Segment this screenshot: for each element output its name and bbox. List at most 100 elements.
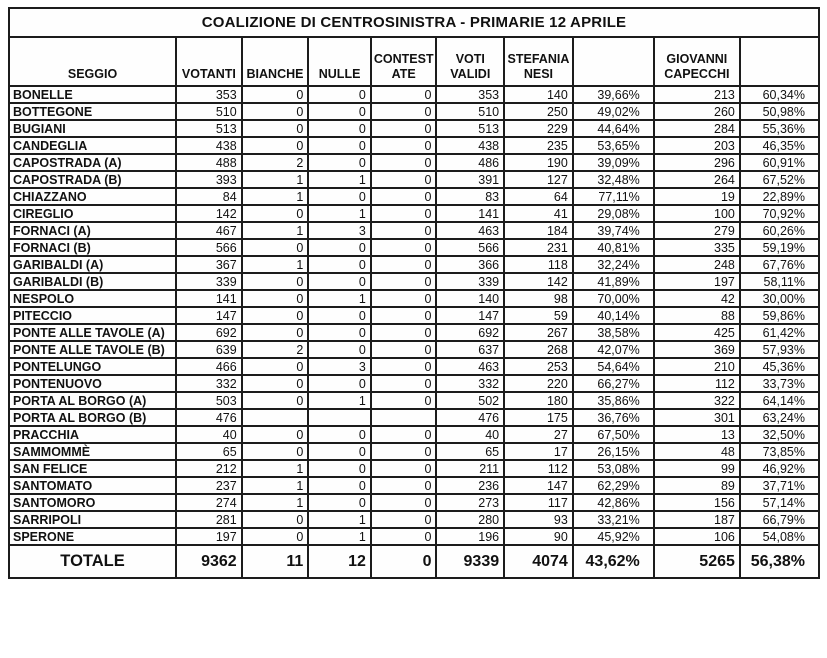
- cell-voti-validi: 353: [435, 85, 506, 104]
- cell-contestate: 0: [369, 221, 438, 240]
- table-title: COALIZIONE DI CENTROSINISTRA - PRIMARIE …: [8, 7, 820, 38]
- cell-nulle: 0: [307, 306, 372, 325]
- total-nesi: 4074: [503, 544, 574, 579]
- cell-contestate: 0: [369, 340, 438, 359]
- cell-votanti: 237: [175, 476, 243, 495]
- cell-capecchi-pct: 30,00%: [738, 289, 821, 308]
- cell-voti-validi: 637: [435, 340, 506, 359]
- cell-seggio: SANTOMATO: [7, 476, 178, 495]
- cell-capecchi-pct: 55,36%: [738, 119, 821, 138]
- cell-bianche: 1: [240, 459, 310, 478]
- table-row: SPERONE 197 0 1 0 196 90 45,92% 106 54,0…: [7, 527, 821, 546]
- cell-capecchi: 335: [652, 238, 741, 257]
- cell-contestate: 0: [369, 323, 438, 342]
- scanned-document-page: COALIZIONE DI CENTROSINISTRA - PRIMARIE …: [7, 7, 821, 579]
- cell-nesi-pct: 40,14%: [571, 306, 655, 325]
- cell-seggio: GARIBALDI (A): [7, 255, 178, 274]
- cell-votanti: 353: [175, 85, 243, 104]
- cell-nesi-pct: 45,92%: [571, 527, 655, 546]
- cell-bianche: 0: [240, 119, 310, 138]
- cell-bianche: 0: [240, 391, 310, 410]
- cell-capecchi: 156: [652, 493, 741, 512]
- cell-votanti: 393: [175, 170, 243, 189]
- cell-capecchi-pct: 64,14%: [738, 391, 821, 410]
- cell-capecchi-pct: 73,85%: [738, 442, 821, 461]
- cell-capecchi: 197: [652, 272, 741, 291]
- cell-seggio: PONTENUOVO: [7, 374, 178, 393]
- table-row: PRACCHIA 40 0 0 0 40 27 67,50% 13 32,50%: [7, 425, 821, 444]
- cell-nesi-pct: 39,09%: [571, 153, 655, 172]
- cell-votanti: 367: [175, 255, 243, 274]
- cell-capecchi: 99: [652, 459, 741, 478]
- cell-seggio: PORTA AL BORGO (A): [7, 391, 178, 410]
- cell-bianche: 0: [240, 442, 310, 461]
- cell-bianche: 2: [240, 153, 310, 172]
- cell-contestate: 0: [369, 391, 438, 410]
- cell-nesi: 127: [503, 170, 574, 189]
- cell-capecchi: 301: [652, 408, 741, 427]
- cell-bianche: 0: [240, 204, 310, 223]
- cell-seggio: BOTTEGONE: [7, 102, 178, 121]
- cell-nesi-pct: 53,65%: [571, 136, 655, 155]
- cell-capecchi-pct: 46,35%: [738, 136, 821, 155]
- header-contestate: CONTEST ATE: [369, 36, 438, 87]
- cell-nesi-pct: 66,27%: [571, 374, 655, 393]
- cell-voti-validi: 236: [435, 476, 506, 495]
- cell-bianche: 1: [240, 476, 310, 495]
- cell-contestate: 0: [369, 306, 438, 325]
- cell-nulle: 1: [307, 510, 372, 529]
- cell-nulle: 0: [307, 255, 372, 274]
- cell-capecchi-pct: 54,08%: [738, 527, 821, 546]
- cell-bianche: 0: [240, 425, 310, 444]
- cell-capecchi: 264: [652, 170, 741, 189]
- cell-capecchi-pct: 63,24%: [738, 408, 821, 427]
- cell-bianche: 0: [240, 289, 310, 308]
- cell-nulle: 0: [307, 119, 372, 138]
- cell-voti-validi: 332: [435, 374, 506, 393]
- cell-contestate: 0: [369, 510, 438, 529]
- cell-nesi: 180: [503, 391, 574, 410]
- cell-contestate: 0: [369, 187, 438, 206]
- cell-nesi: 93: [503, 510, 574, 529]
- cell-capecchi-pct: 60,26%: [738, 221, 821, 240]
- cell-contestate: 0: [369, 476, 438, 495]
- cell-votanti: 503: [175, 391, 243, 410]
- total-voti-validi: 9339: [435, 544, 506, 579]
- cell-nesi: 147: [503, 476, 574, 495]
- cell-seggio: GARIBALDI (B): [7, 272, 178, 291]
- table-row: FORNACI (A) 467 1 3 0 463 184 39,74% 279…: [7, 221, 821, 240]
- header-nesi-pct: [571, 36, 655, 87]
- cell-voti-validi: 140: [435, 289, 506, 308]
- cell-capecchi-pct: 59,19%: [738, 238, 821, 257]
- cell-votanti: 147: [175, 306, 243, 325]
- cell-nesi-pct: 29,08%: [571, 204, 655, 223]
- header-capecchi-pct: [738, 36, 821, 87]
- cell-bianche: 1: [240, 170, 310, 189]
- header-stefania-nesi: STEFANIA NESI: [503, 36, 574, 87]
- cell-voti-validi: 339: [435, 272, 506, 291]
- cell-bianche: [240, 408, 310, 427]
- cell-voti-validi: 476: [435, 408, 506, 427]
- cell-nesi: 267: [503, 323, 574, 342]
- cell-votanti: 467: [175, 221, 243, 240]
- table-row: CANDEGLIA 438 0 0 0 438 235 53,65% 203 4…: [7, 136, 821, 155]
- cell-capecchi-pct: 46,92%: [738, 459, 821, 478]
- cell-capecchi-pct: 33,73%: [738, 374, 821, 393]
- cell-nesi: 235: [503, 136, 574, 155]
- cell-bianche: 1: [240, 493, 310, 512]
- cell-nulle: 0: [307, 340, 372, 359]
- cell-nulle: 1: [307, 391, 372, 410]
- cell-contestate: 0: [369, 527, 438, 546]
- cell-bianche: 0: [240, 85, 310, 104]
- cell-nesi-pct: 38,58%: [571, 323, 655, 342]
- cell-nesi: 118: [503, 255, 574, 274]
- cell-votanti: 639: [175, 340, 243, 359]
- table-row: SARRIPOLI 281 0 1 0 280 93 33,21% 187 66…: [7, 510, 821, 529]
- cell-capecchi-pct: 67,52%: [738, 170, 821, 189]
- cell-nesi-pct: 35,86%: [571, 391, 655, 410]
- cell-nesi-pct: 54,64%: [571, 357, 655, 376]
- cell-nesi: 268: [503, 340, 574, 359]
- cell-capecchi: 213: [652, 85, 741, 104]
- cell-bianche: 0: [240, 323, 310, 342]
- cell-contestate: 0: [369, 425, 438, 444]
